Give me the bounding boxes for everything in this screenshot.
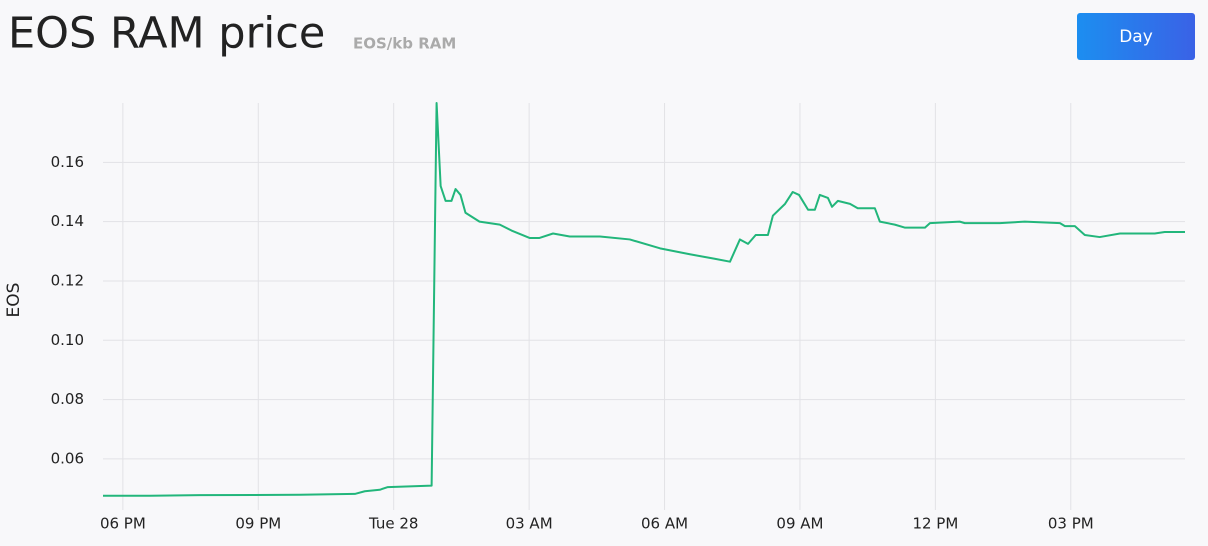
grid: 0.06 0.08 0.10 0.12 0.14 0.16 06 PM 09 PM Tue 28… <box>51 103 1185 533</box>
day-button-label[interactable]: Day <box>1119 27 1153 47</box>
y-tick-label: 0.08 <box>51 390 84 408</box>
y-tick-label: 0.12 <box>51 271 84 289</box>
y-tick-label: 0.16 <box>51 153 84 171</box>
x-tick-label: 09 AM <box>776 515 823 533</box>
y-tick-label: 0.14 <box>51 212 84 230</box>
y-axis-label: EOS <box>4 283 24 318</box>
y-tick-label: 0.10 <box>51 331 84 349</box>
x-tick-label: 09 PM <box>235 515 281 533</box>
x-tick-label: 12 PM <box>912 515 958 533</box>
x-tick-label: 06 PM <box>100 515 146 533</box>
y-tick-label: 0.06 <box>51 449 84 467</box>
x-tick-label: 06 AM <box>641 515 688 533</box>
x-tick-label: 03 PM <box>1048 515 1094 533</box>
day-button[interactable] <box>1077 13 1195 60</box>
chart-title: EOS RAM price <box>8 9 325 59</box>
chart-subtitle: EOS/kb RAM <box>353 35 456 53</box>
x-tick-label: 03 AM <box>506 515 553 533</box>
price-line <box>103 102 1185 497</box>
x-tick-label: Tue 28 <box>368 515 418 533</box>
plot-area <box>103 102 1185 497</box>
